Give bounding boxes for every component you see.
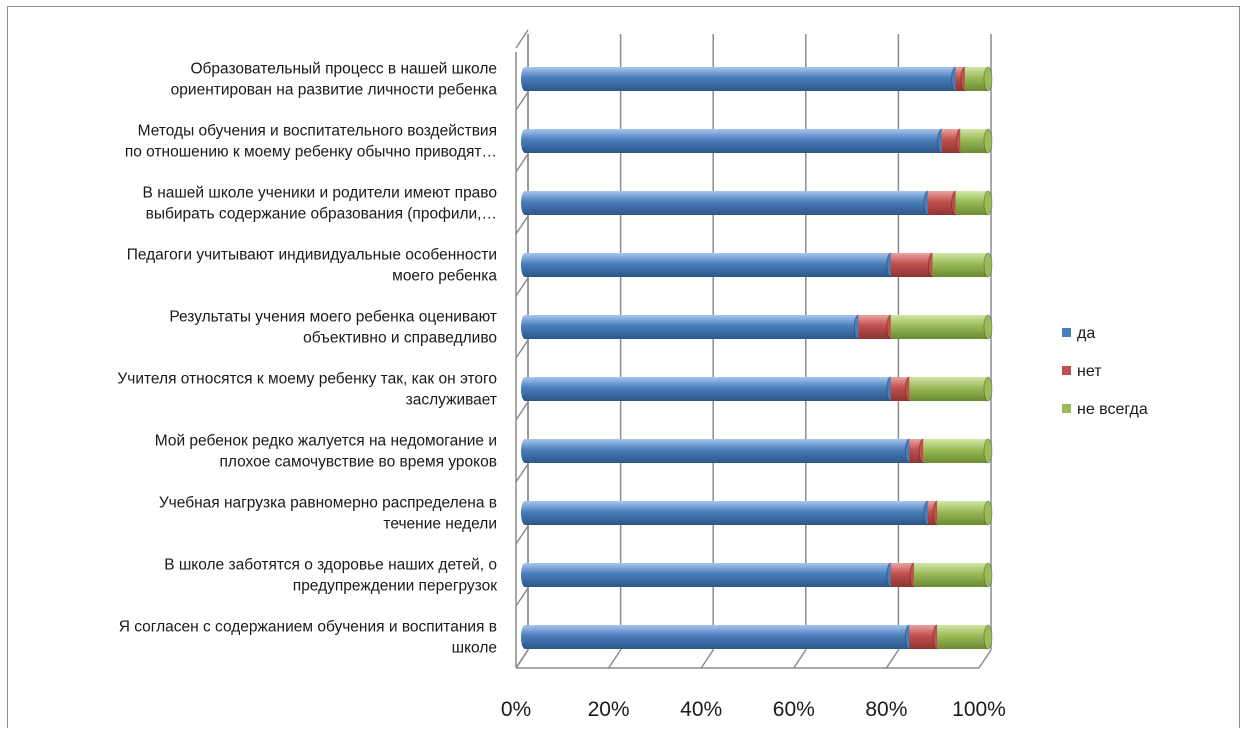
category-tick: [515, 29, 529, 49]
bar-start-cap: [521, 625, 529, 649]
bar-segment: [525, 376, 896, 402]
x-axis-ticks: 0% 20% 40% 60% 80% 100%: [501, 698, 1006, 721]
bar-start-cap: [521, 439, 529, 463]
x-tick-label: 60%: [773, 698, 815, 721]
category-tick: [515, 277, 529, 297]
category-label: Учителя относятся к моему ребенку так, к…: [117, 371, 497, 409]
legend-swatch: [1062, 404, 1071, 413]
bar-segment: [525, 562, 896, 588]
bar-segment: [927, 190, 961, 216]
gridline-floor: [978, 649, 992, 669]
bar-segment: [525, 314, 863, 340]
bar-segment: [890, 314, 993, 340]
category-tick: [515, 649, 529, 669]
x-tick-label: 80%: [865, 698, 907, 721]
category-tick: [515, 339, 529, 359]
gridline-floor: [607, 649, 622, 669]
bar-start-cap: [521, 129, 529, 153]
category-tick: [515, 587, 529, 607]
bars: [521, 66, 993, 650]
bar-segment: [525, 128, 947, 154]
bar-segment: [525, 190, 933, 216]
x-tick-label: 20%: [588, 698, 630, 721]
gridline-floor: [885, 649, 900, 669]
bar-start-cap: [521, 501, 529, 525]
bar-segment: [525, 66, 961, 92]
bar-start-cap: [521, 191, 529, 215]
gridline-floor: [793, 649, 807, 669]
bar-segment: [909, 624, 942, 650]
legend: да нет не всегда: [1062, 325, 1148, 418]
bar-start-cap: [521, 253, 529, 277]
bar-segment: [525, 438, 914, 464]
bar-segment: [909, 376, 993, 402]
category-label: В школе заботятся о здоровье наших детей…: [164, 557, 497, 595]
category-labels: Образовательный процесс в нашей школе ори…: [117, 61, 497, 657]
bar-segment: [525, 624, 914, 650]
legend-swatch: [1062, 328, 1071, 337]
bar-start-cap: [521, 563, 529, 587]
x-tick-label: 0%: [501, 698, 531, 721]
bar-segment: [964, 66, 993, 92]
bar-segment: [960, 128, 993, 154]
bar-segment: [955, 190, 993, 216]
x-tick-label: 100%: [952, 698, 1006, 721]
bar-segment: [913, 562, 993, 588]
bar-start-cap: [521, 67, 529, 91]
category-label: Образовательный процесс в нашей школе ори…: [171, 61, 498, 99]
category-tick: [515, 463, 529, 483]
category-tick: [515, 401, 529, 421]
category-label: Результаты учения моего ребенка оцениваю…: [169, 309, 497, 347]
bar-segment: [923, 438, 993, 464]
x-tick-label: 40%: [680, 698, 722, 721]
legend-label: не всегда: [1077, 401, 1148, 418]
category-label: Я согласен с содержанием обучения и восп…: [119, 619, 497, 657]
category-tick: [515, 153, 529, 173]
legend-label: да: [1077, 325, 1095, 342]
category-label: Педагоги учитывают индивидуальные особен…: [127, 247, 498, 285]
bar-segment: [932, 252, 993, 278]
category-label: Мой ребенок редко жалуется на недомогани…: [155, 433, 497, 471]
gridline-floor: [700, 649, 714, 669]
bar-start-cap: [521, 315, 529, 339]
category-label: Учебная нагрузка равномерно распределена…: [159, 495, 497, 533]
category-tick: [515, 215, 529, 235]
bar-segment: [525, 500, 933, 526]
category-tick: [515, 91, 529, 111]
category-label: В нашей школе ученики и родители имеют п…: [143, 185, 497, 223]
bar-segment: [525, 252, 896, 278]
chart-frame: [7, 6, 1240, 728]
legend-label: нет: [1077, 363, 1102, 380]
bar-segment: [858, 314, 896, 340]
category-tick: [515, 525, 529, 545]
legend-swatch: [1062, 366, 1071, 375]
category-label: Методы обучения и воспитательного воздей…: [125, 123, 497, 161]
bar-segment: [890, 562, 919, 588]
bar-start-cap: [521, 377, 529, 401]
bar-segment: [937, 500, 993, 526]
bar-segment: [937, 624, 993, 650]
bar-segment: [890, 252, 937, 278]
